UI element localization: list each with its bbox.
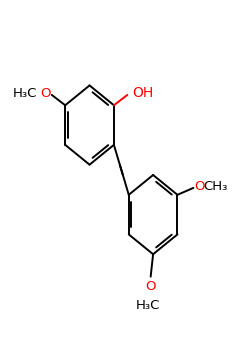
Text: CH₃: CH₃ (204, 180, 228, 193)
Text: O: O (40, 87, 50, 100)
Text: O: O (194, 180, 205, 193)
Text: O: O (146, 280, 156, 293)
Text: H₃C: H₃C (136, 299, 160, 312)
Text: H₃C: H₃C (13, 87, 38, 100)
Text: OH: OH (133, 86, 154, 100)
